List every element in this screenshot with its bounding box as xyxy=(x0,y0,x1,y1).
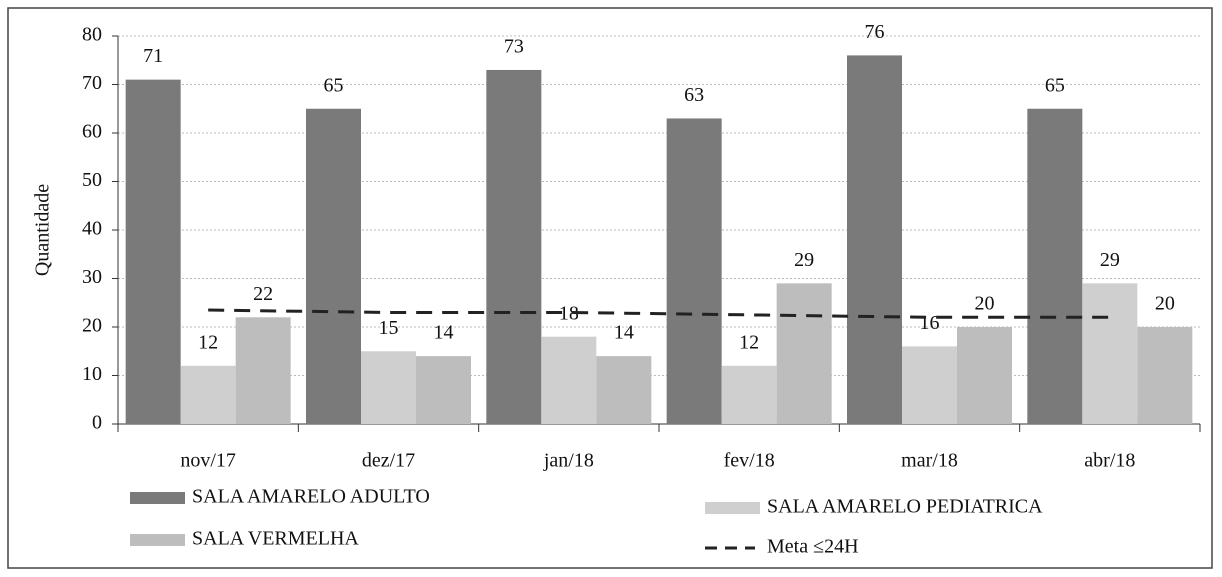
bar xyxy=(180,365,236,424)
x-tick-label: abr/18 xyxy=(1084,450,1135,472)
y-tick-label: 80 xyxy=(82,24,102,46)
data-label: 71 xyxy=(143,45,163,67)
x-tick-label: fev/18 xyxy=(724,450,775,472)
y-tick-label: 10 xyxy=(82,363,102,385)
bar xyxy=(1027,108,1083,424)
x-tick-label: nov/17 xyxy=(180,450,236,472)
legend-label: SALA VERMELHA xyxy=(192,528,359,550)
data-label: 29 xyxy=(1100,249,1120,271)
bar xyxy=(416,356,471,424)
y-tick-label: 30 xyxy=(82,266,102,288)
data-label: 22 xyxy=(253,283,273,305)
data-label: 73 xyxy=(504,36,524,58)
bar xyxy=(776,283,832,424)
data-label: 12 xyxy=(198,331,218,353)
x-tick-label: mar/18 xyxy=(901,450,958,472)
bar xyxy=(847,55,902,425)
data-label: 65 xyxy=(324,74,344,96)
bar xyxy=(957,327,1012,424)
data-label: 65 xyxy=(1045,74,1065,96)
x-tick-label: dez/17 xyxy=(362,450,415,472)
data-label: 14 xyxy=(434,322,454,344)
legend-swatch xyxy=(130,534,185,546)
target-line xyxy=(208,308,1110,319)
y-tick-label: 60 xyxy=(82,121,102,143)
legend-label: Meta ≤24H xyxy=(767,536,859,558)
data-label: 20 xyxy=(975,293,995,315)
bar xyxy=(306,108,361,424)
data-label: 15 xyxy=(379,317,399,339)
y-tick-label: 50 xyxy=(82,169,102,191)
bar xyxy=(541,336,597,424)
bar xyxy=(1137,327,1193,424)
data-label: 20 xyxy=(1155,293,1175,315)
data-label: 16 xyxy=(920,312,940,334)
legend-swatch xyxy=(705,502,760,514)
y-axis-label: Quantidade xyxy=(32,184,54,276)
y-tick-label: 40 xyxy=(82,218,102,240)
y-tick-label: 70 xyxy=(82,72,102,94)
bar xyxy=(486,69,542,424)
data-label: 76 xyxy=(865,21,885,43)
bar xyxy=(125,79,181,425)
chart-border xyxy=(7,7,1213,569)
bar xyxy=(721,365,777,424)
data-label: 29 xyxy=(794,249,814,271)
bar xyxy=(596,356,652,424)
data-label: 12 xyxy=(739,331,759,353)
bar xyxy=(235,317,291,424)
y-tick-label: 20 xyxy=(82,315,102,337)
legend-swatch xyxy=(130,492,185,504)
bar xyxy=(666,118,722,424)
legend-label: SALA AMARELO PEDIATRICA xyxy=(767,496,1043,518)
data-label: 14 xyxy=(614,322,634,344)
x-tick-label: jan/18 xyxy=(543,450,594,472)
legend-label: SALA AMARELO ADULTO xyxy=(192,486,430,508)
bar xyxy=(361,351,416,424)
y-tick-label: 0 xyxy=(92,412,102,434)
data-label: 63 xyxy=(684,84,704,106)
bar xyxy=(1082,283,1138,424)
data-label: 18 xyxy=(559,302,579,324)
bar xyxy=(902,346,957,424)
